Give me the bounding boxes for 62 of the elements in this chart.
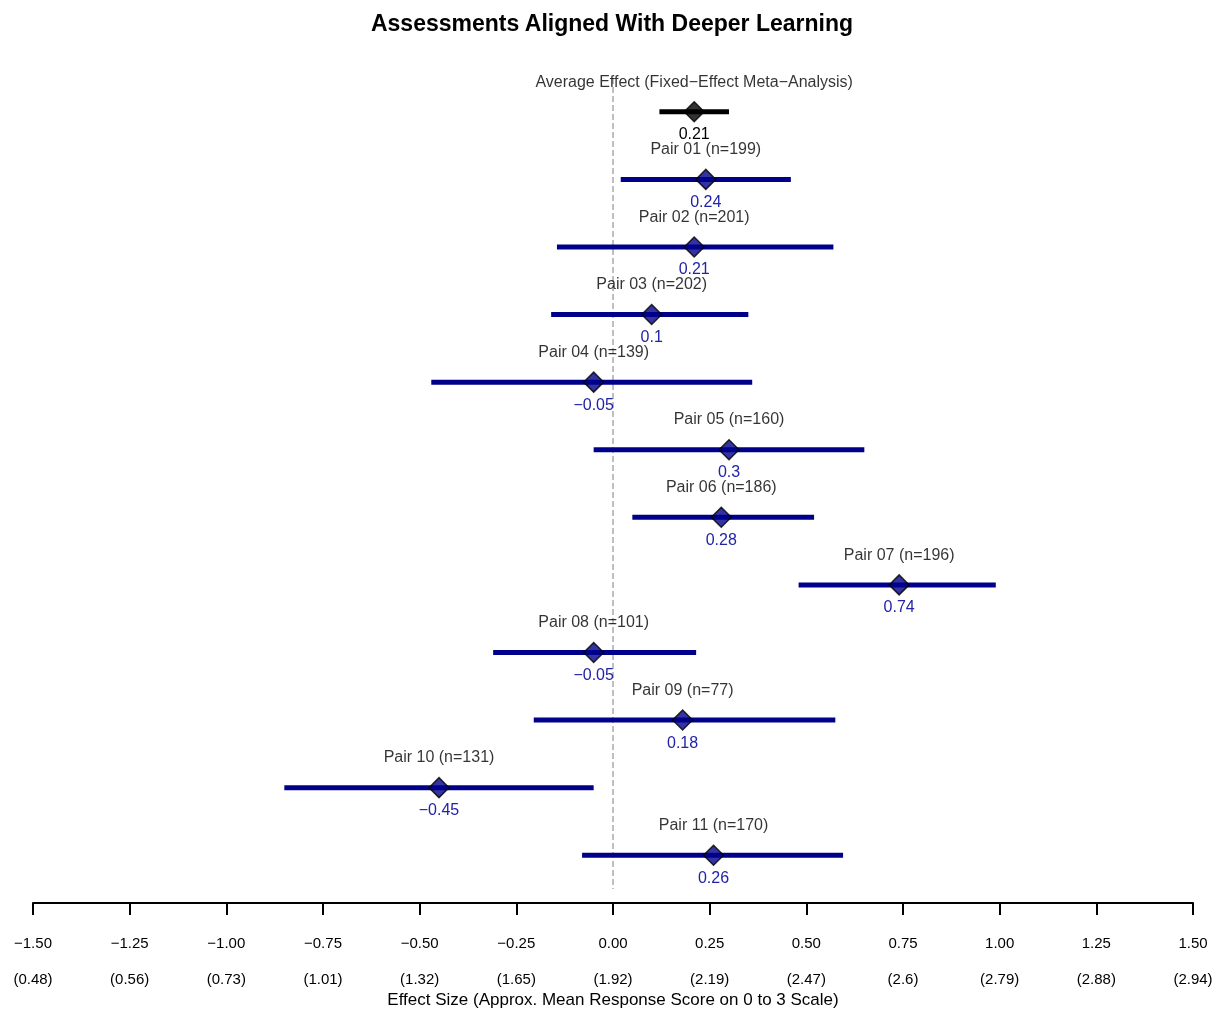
data-label: 0.28 bbox=[705, 530, 737, 548]
y-tick-label: Pair 06 (n=186) bbox=[665, 478, 777, 496]
x-tick-label: 0.00 bbox=[598, 934, 628, 951]
x-tick-label: 1.50 bbox=[1178, 934, 1208, 951]
point bbox=[640, 303, 663, 326]
text: (2.88) bbox=[1076, 970, 1116, 987]
text: (2.6) bbox=[887, 970, 919, 987]
text: (0.56) bbox=[110, 970, 150, 987]
y-tick-label: Pair 02 (n=201) bbox=[638, 207, 750, 225]
data-label: −0.05 bbox=[573, 395, 615, 413]
data-label: 0.3 bbox=[717, 463, 741, 481]
text: (0.73) bbox=[206, 970, 246, 987]
x-tick-label: −0.75 bbox=[304, 934, 342, 951]
x-tick-label: −1.50 bbox=[14, 934, 52, 951]
x-axis-title: Effect Size (Approx. Mean Response Score on 0 to 3 Scale) bbox=[387, 990, 839, 1009]
text: (2.79) bbox=[980, 970, 1020, 987]
text: (1.65) bbox=[496, 970, 536, 987]
data-label: 0.24 bbox=[690, 192, 722, 210]
x-tick-label: −0.25 bbox=[497, 934, 536, 951]
point bbox=[671, 709, 694, 731]
point bbox=[710, 506, 733, 529]
y-tick-label: Pair 10 (n=131) bbox=[383, 748, 495, 766]
data-label: 0.74 bbox=[883, 598, 915, 616]
point bbox=[428, 776, 450, 799]
point bbox=[683, 101, 705, 123]
y-tick-label: Pair 07 (n=196) bbox=[843, 545, 955, 563]
y-tick-label: Pair 03 (n=202) bbox=[596, 275, 708, 293]
x-tick-label: −1.25 bbox=[110, 934, 149, 951]
point bbox=[695, 168, 717, 191]
point bbox=[888, 574, 910, 596]
text: (1.32) bbox=[400, 970, 440, 987]
x-tick-label: −0.50 bbox=[400, 934, 439, 951]
data-label: 0.18 bbox=[667, 733, 699, 751]
point bbox=[582, 641, 605, 664]
text: (2.94) bbox=[1173, 970, 1213, 987]
point bbox=[582, 371, 605, 393]
y-tick-label: Average Effect (Fixed−Effect Meta−Analysis) bbox=[535, 72, 853, 90]
text: (2.19) bbox=[690, 970, 730, 987]
x-tick-label: 1.00 bbox=[985, 934, 1015, 951]
data-label: −0.45 bbox=[418, 801, 460, 819]
x-tick-label: −1.00 bbox=[207, 934, 246, 951]
text: (1.01) bbox=[303, 970, 343, 987]
text: (1.92) bbox=[593, 970, 633, 987]
text: (0.48) bbox=[13, 970, 53, 987]
x-tick-label: 0.25 bbox=[695, 934, 725, 951]
y-tick-label: Pair 08 (n=101) bbox=[538, 613, 650, 631]
data-label: 0.26 bbox=[697, 868, 730, 886]
x-tick-label: 0.75 bbox=[888, 934, 918, 951]
y-tick-label: Pair 01 (n=199) bbox=[650, 140, 762, 158]
data-label: 0.21 bbox=[678, 260, 710, 278]
point bbox=[702, 844, 725, 866]
data-label: −0.05 bbox=[573, 665, 615, 683]
x-tick-label: 1.25 bbox=[1081, 934, 1111, 951]
y-tick-label: Pair 05 (n=160) bbox=[673, 410, 785, 428]
y-tick-label: Pair 11 (n=170) bbox=[658, 815, 769, 833]
chart-title: Assessments Aligned With Deeper Learning bbox=[370, 9, 854, 36]
data-label: 0.21 bbox=[678, 125, 710, 143]
y-tick-label: Pair 09 (n=77) bbox=[631, 680, 734, 698]
point bbox=[683, 236, 705, 258]
text: (2.47) bbox=[786, 970, 826, 987]
x-tick-label: 0.50 bbox=[791, 934, 821, 951]
point bbox=[718, 438, 740, 461]
